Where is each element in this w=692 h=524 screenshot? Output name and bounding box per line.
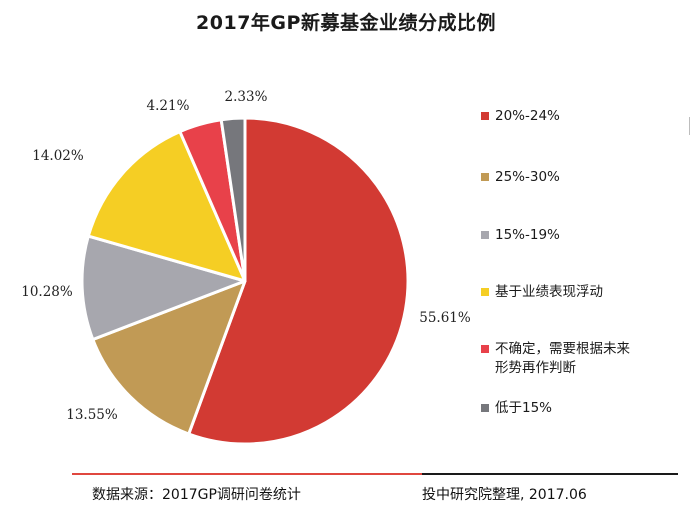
edge-divider	[689, 117, 690, 135]
footer-divider-black	[422, 473, 678, 475]
legend-swatch	[481, 345, 489, 353]
footer-organization: 投中研究院整理, 2017.06	[422, 487, 587, 503]
legend-item: 不确定，需要根据未来 形势再作判断	[481, 340, 685, 378]
footer-source: 数据来源：2017GP调研问卷统计	[92, 487, 301, 503]
legend-label: 基于业绩表现浮动	[495, 284, 603, 300]
slice-value-label: 13.55%	[66, 407, 118, 423]
slice-value-label: 2.33%	[225, 89, 268, 105]
legend-item: 25%-30%	[481, 168, 685, 187]
legend-item: 低于15%	[481, 399, 685, 418]
legend-swatch	[481, 112, 489, 120]
slice-value-label: 14.02%	[32, 148, 84, 164]
pie-slice	[219, 116, 247, 283]
chart-title: 2017年GP新募基金业绩分成比例	[196, 12, 496, 34]
legend-swatch	[481, 173, 489, 181]
pie-slice	[187, 116, 410, 446]
pie-chart: 55.61% 13.55% 10.28% 14.02% 4.21% 2.33%	[21, 89, 471, 446]
legend-item: 20%-24%	[481, 107, 685, 126]
legend-swatch	[481, 231, 489, 239]
legend-item: 基于业绩表现浮动	[481, 283, 685, 302]
legend-label: 不确定，需要根据未来 形势再作判断	[495, 341, 630, 376]
legend-label: 25%-30%	[495, 169, 560, 185]
legend-label: 低于15%	[495, 400, 553, 416]
slice-value-label: 10.28%	[21, 284, 73, 300]
legend-swatch	[481, 288, 489, 296]
legend-label: 15%-19%	[495, 227, 560, 243]
slice-value-label: 55.61%	[419, 310, 471, 326]
legend-label: 20%-24%	[495, 108, 560, 124]
footer-divider-red	[72, 473, 422, 475]
legend-swatch	[481, 404, 489, 412]
pie-slice	[86, 130, 247, 283]
pie-slice	[91, 279, 247, 436]
legend-item: 15%-19%	[481, 226, 685, 245]
pie-slice	[80, 234, 247, 341]
slice-value-label: 4.21%	[147, 98, 190, 114]
